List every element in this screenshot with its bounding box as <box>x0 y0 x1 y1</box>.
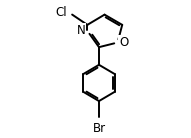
Text: Br: Br <box>92 122 106 135</box>
Text: Cl: Cl <box>55 6 67 19</box>
Text: N: N <box>77 24 86 37</box>
Text: O: O <box>119 36 129 49</box>
